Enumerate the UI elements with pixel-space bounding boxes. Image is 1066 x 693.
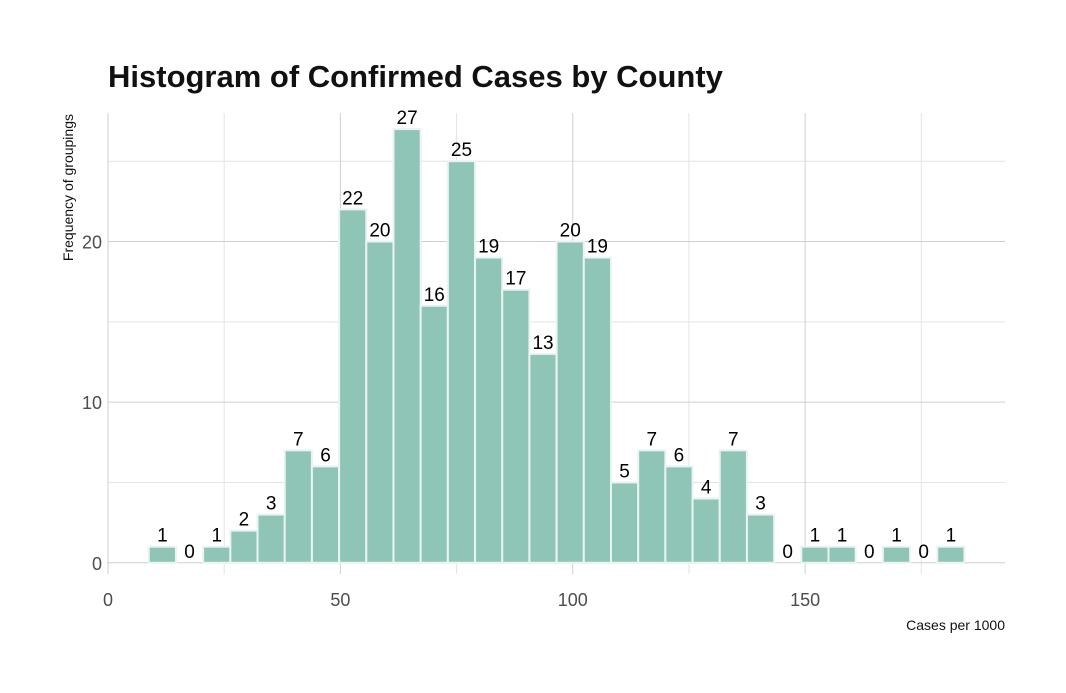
bar-value-label: 5 — [619, 461, 630, 482]
histogram-bar — [446, 160, 477, 564]
bar-value-label: 22 — [342, 188, 363, 209]
histogram-bar — [745, 513, 776, 564]
bar-value-label: 3 — [266, 494, 277, 515]
histogram-bar — [501, 288, 531, 564]
histogram-bar — [637, 449, 667, 564]
x-tick-label: 150 — [790, 590, 820, 610]
bar-value-label: 1 — [837, 526, 848, 547]
bar-value-label: 2 — [239, 510, 250, 531]
bar-value-label: 1 — [946, 526, 957, 547]
x-tick-label: 100 — [558, 590, 588, 610]
bar-value-label: 0 — [918, 542, 929, 563]
histogram-bar — [609, 481, 640, 564]
histogram-bar — [664, 465, 694, 564]
y-tick-label: 0 — [92, 554, 102, 574]
bar-value-label: 20 — [560, 221, 581, 242]
histogram-bar — [528, 352, 558, 564]
bar-value-label: 19 — [587, 237, 608, 258]
bar-value-label: 13 — [532, 333, 553, 354]
bar-value-label: 25 — [451, 140, 472, 161]
histogram-bar — [691, 497, 721, 564]
bar-value-label: 16 — [424, 285, 445, 306]
histogram-bar — [474, 256, 504, 564]
histogram-bar — [365, 240, 395, 564]
histogram-bar — [392, 128, 422, 564]
histogram-bar — [229, 529, 259, 564]
chart-title: Histogram of Confirmed Cases by County — [108, 59, 724, 94]
y-axis-title: Frequency of groupings — [60, 114, 76, 261]
histogram-bar — [256, 513, 286, 564]
bar-value-label: 1 — [810, 526, 821, 547]
histogram-bar — [147, 545, 177, 564]
x-tick-label: 50 — [330, 590, 350, 610]
histogram-bar — [419, 304, 449, 564]
histogram-bar — [555, 240, 585, 564]
histogram-bar — [800, 545, 830, 564]
bar-value-label: 0 — [184, 542, 195, 563]
histogram-bar — [827, 545, 857, 564]
bar-value-label: 19 — [478, 237, 499, 258]
bar-value-label: 0 — [782, 542, 793, 563]
histogram-bar — [718, 449, 748, 564]
bar-value-label: 27 — [397, 108, 418, 129]
histogram-bar — [202, 545, 232, 564]
bar-value-label: 6 — [320, 445, 331, 466]
bar-value-label: 17 — [505, 269, 526, 290]
bar-value-label: 7 — [728, 429, 739, 450]
bar-value-label: 0 — [864, 542, 875, 563]
bar-value-label: 1 — [157, 526, 168, 547]
bars — [147, 128, 966, 564]
histogram-bar — [936, 545, 966, 564]
bar-value-label: 3 — [755, 494, 766, 515]
histogram-bar — [881, 545, 912, 564]
histogram-bar — [310, 465, 341, 564]
bar-value-label: 1 — [891, 526, 902, 547]
bar-value-label: 6 — [674, 445, 685, 466]
bar-value-label: 7 — [293, 429, 304, 450]
y-tick-label: 20 — [82, 233, 102, 253]
histogram-bar — [338, 208, 368, 564]
x-axis-title: Cases per 1000 — [906, 617, 1005, 633]
y-tick-label: 10 — [82, 393, 102, 413]
bar-value-label: 4 — [701, 478, 712, 499]
bar-value-label: 1 — [211, 526, 222, 547]
histogram-bar — [283, 449, 313, 564]
bar-value-label: 20 — [369, 221, 390, 242]
x-tick-label: 0 — [103, 590, 113, 610]
histogram-bar — [582, 256, 612, 564]
bar-value-label: 7 — [646, 429, 657, 450]
